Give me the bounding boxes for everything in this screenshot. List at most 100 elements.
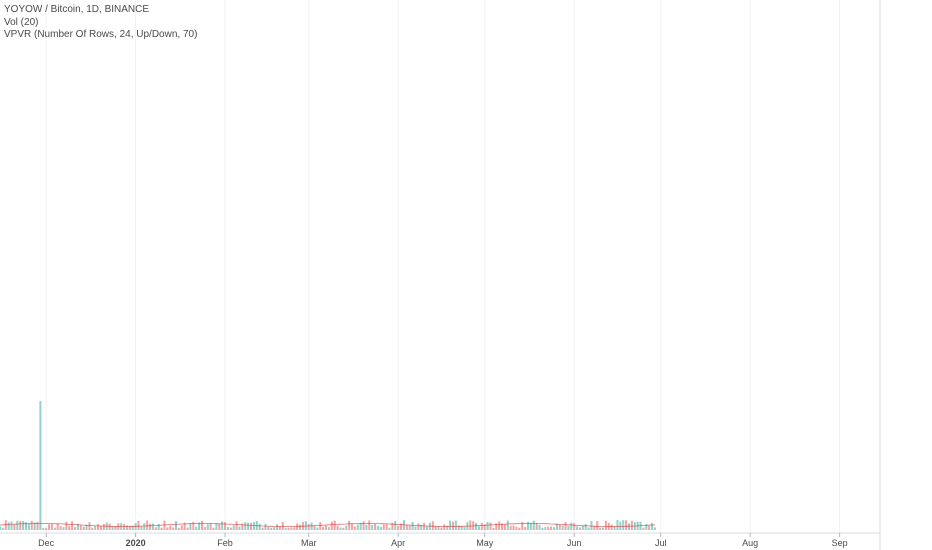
volume-bar bbox=[183, 522, 186, 530]
volume-bar bbox=[547, 526, 550, 530]
volume-bar bbox=[382, 524, 385, 530]
volume-bar bbox=[56, 523, 59, 530]
volume-bar bbox=[394, 520, 397, 530]
volume-bar bbox=[24, 522, 27, 530]
volume-bar bbox=[417, 523, 420, 530]
time-tick-label: Aug bbox=[742, 538, 758, 548]
volume-bar bbox=[489, 522, 492, 530]
volume-bar bbox=[1, 527, 4, 530]
volume-bar bbox=[128, 525, 131, 530]
volume-bar bbox=[463, 526, 466, 530]
volume-bar bbox=[270, 527, 273, 530]
volume-bar bbox=[307, 524, 310, 530]
volume-bar bbox=[374, 523, 377, 530]
volume-bar bbox=[625, 520, 628, 530]
volume-bar bbox=[578, 527, 581, 530]
volume-bar bbox=[411, 522, 414, 530]
volume-bar bbox=[581, 525, 584, 530]
volume-bar bbox=[195, 526, 198, 530]
volume-bar bbox=[365, 524, 368, 530]
time-axis[interactable]: Dec 2020 Feb Mar Apr May Jun Jul Aug Sep bbox=[0, 532, 880, 548]
volume-bar bbox=[642, 527, 645, 530]
volume-bar bbox=[42, 527, 45, 530]
volume-bar bbox=[7, 522, 10, 530]
volume-bar bbox=[143, 523, 146, 530]
volume-bar bbox=[27, 523, 30, 530]
volume-bar bbox=[420, 524, 423, 530]
volume-bar bbox=[414, 526, 417, 530]
volume-bar bbox=[388, 527, 391, 530]
volume-bar bbox=[506, 520, 509, 530]
volume-bar bbox=[521, 521, 524, 530]
price-axis[interactable]: 0.000001900.000001800.000001700.00000160… bbox=[879, 0, 932, 550]
volume-bar bbox=[469, 520, 472, 530]
volume-bar bbox=[567, 525, 570, 530]
volume-bar bbox=[538, 524, 541, 530]
chart-grid bbox=[45, 0, 841, 533]
volume-bar bbox=[443, 524, 446, 530]
volume-bar bbox=[79, 524, 82, 530]
volume-bar bbox=[555, 523, 558, 530]
volume-bar bbox=[82, 526, 85, 530]
volume-bar bbox=[192, 521, 195, 530]
volume-bar-spike bbox=[39, 401, 42, 530]
volume-bar bbox=[480, 522, 483, 530]
volume-bar bbox=[250, 522, 253, 530]
volume-bar bbox=[261, 527, 264, 530]
volume-bar bbox=[290, 527, 293, 530]
volume-bar bbox=[151, 523, 154, 530]
volume-bar bbox=[590, 520, 593, 530]
volume-bar bbox=[532, 520, 535, 530]
volume-bar bbox=[125, 525, 128, 530]
volume-bar bbox=[33, 522, 36, 530]
time-tick-label: May bbox=[476, 538, 494, 548]
volume-bar bbox=[524, 527, 527, 530]
volume-bar bbox=[163, 520, 166, 530]
volume-bar bbox=[177, 527, 180, 530]
volume-bar bbox=[593, 526, 596, 530]
vpvr-indicator-label[interactable]: VPVR (Number Of Rows, 24, Up/Down, 70) bbox=[4, 29, 198, 40]
volume-bar bbox=[423, 522, 426, 530]
volume-bar bbox=[174, 520, 178, 530]
volume-bar bbox=[140, 526, 143, 530]
volume-bar bbox=[59, 526, 62, 530]
volume-indicator-label[interactable]: Vol (20) bbox=[4, 17, 39, 28]
volume-bar bbox=[102, 523, 105, 530]
volume-bar bbox=[379, 526, 382, 530]
volume-bar bbox=[30, 520, 33, 530]
time-tick-label: Dec bbox=[38, 538, 55, 548]
volume-bar bbox=[604, 520, 607, 530]
volume-bar bbox=[186, 527, 189, 530]
time-tick-label: Feb bbox=[217, 538, 233, 548]
volume-bar bbox=[50, 524, 53, 530]
volume-bar bbox=[229, 527, 232, 530]
volume-bar bbox=[218, 523, 221, 530]
volume-bar bbox=[544, 527, 547, 530]
volume-bar bbox=[244, 522, 247, 530]
volume-bar bbox=[345, 525, 348, 530]
volume-bar bbox=[275, 524, 278, 530]
volume-bar bbox=[172, 527, 175, 530]
volume-bar bbox=[76, 523, 79, 530]
volume-bar bbox=[293, 527, 296, 530]
volume-bar bbox=[284, 527, 287, 530]
volume-bar bbox=[319, 522, 322, 530]
volume-bar bbox=[13, 524, 16, 530]
volume-bar bbox=[509, 525, 512, 530]
volume-bar bbox=[535, 523, 538, 530]
volume-bar bbox=[460, 526, 463, 530]
volume-bar bbox=[252, 522, 255, 530]
volume-bar bbox=[212, 527, 215, 530]
volume-bar bbox=[503, 524, 506, 530]
volume-bar bbox=[94, 526, 97, 530]
volume-bar bbox=[587, 527, 590, 530]
volume-bar bbox=[495, 523, 498, 530]
volume-bar bbox=[599, 527, 602, 530]
volume-bar bbox=[88, 522, 91, 530]
volume-bar bbox=[137, 520, 140, 530]
volume-bar bbox=[515, 526, 518, 530]
volume-bar bbox=[391, 522, 394, 530]
volume-bar bbox=[408, 525, 411, 530]
volume-bar bbox=[627, 523, 630, 530]
